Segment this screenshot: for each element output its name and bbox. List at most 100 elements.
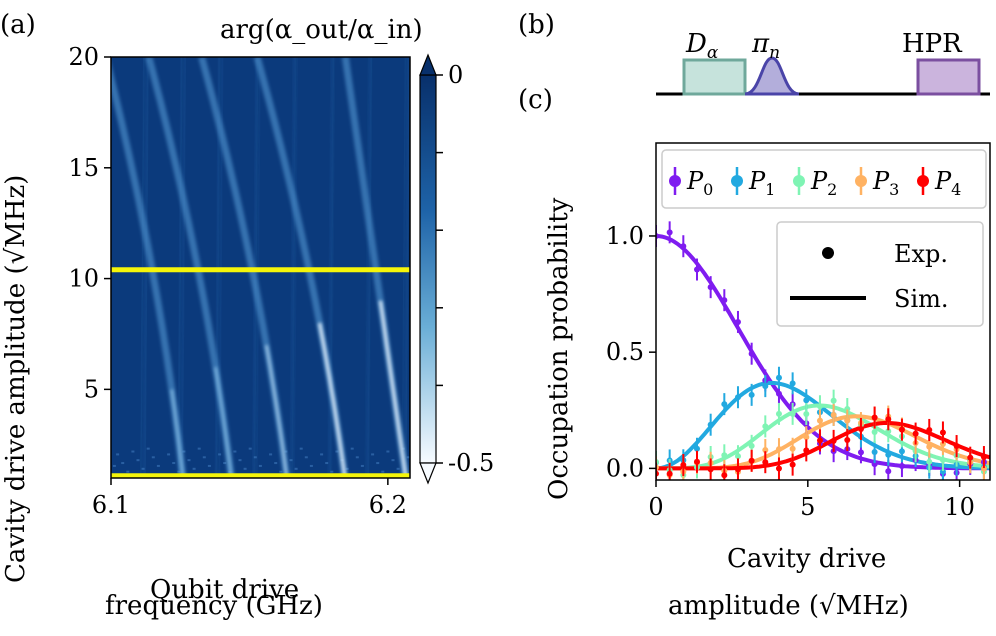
heatmap-noise-speck: [126, 470, 130, 473]
occupation-point: [721, 472, 728, 479]
heatmap-frame: [110, 56, 411, 479]
occupation-point: [926, 426, 933, 433]
series-legend-box: [661, 149, 987, 209]
occupation-point: [844, 417, 851, 424]
heatmap-noise-speck: [258, 464, 262, 467]
legend-marker: [731, 175, 743, 187]
heatmap-ylabel: Cavity drive amplitude (√MHz): [1, 175, 31, 583]
legend-subscript: 2: [827, 180, 837, 199]
series-legend-items: P0 P1 P2 P3 P4: [669, 167, 961, 199]
occupation-point: [721, 452, 728, 459]
heatmap-noise-speck: [371, 453, 375, 456]
occupation-point: [762, 447, 769, 454]
exp-marker: [822, 247, 834, 259]
occupation-point: [707, 466, 714, 473]
occupation-curve-P_3: [656, 414, 990, 471]
heatmap-noise-speck: [304, 456, 308, 459]
panel-label-c: (c): [518, 85, 553, 115]
legend-subscript: 3: [889, 180, 899, 199]
occupation-point: [748, 457, 755, 464]
hpr-pulse: [916, 58, 981, 96]
occupation-ylabel: Occupation probability: [544, 197, 574, 500]
heatmap-noise-speck: [320, 453, 324, 456]
pi-pulse: [744, 56, 800, 96]
occupation-point: [693, 445, 700, 452]
heatmap-xlabel-line2: frequency (GHz): [105, 591, 323, 621]
heatmap-noise-speck: [192, 467, 196, 470]
heatmap-noise-speck: [146, 447, 150, 450]
heatmap-peak-core: [317, 322, 347, 478]
heatmap-noise-speck: [202, 456, 206, 459]
occupation-ytick-label: 0.0: [606, 454, 644, 482]
occupation-point: [871, 414, 878, 421]
heatmap-ytick-label: 15: [68, 154, 99, 182]
occupation-point: [803, 397, 810, 404]
legend-marker: [917, 175, 929, 187]
occupation-point: [939, 457, 946, 464]
heatmap-xlabel-line1: Qubit drive: [150, 575, 299, 605]
heatmap-noise-speck: [253, 456, 257, 459]
occupation-ytick-label: 1.0: [606, 222, 644, 250]
occupation-point: [789, 461, 796, 468]
occupation-point: [789, 410, 796, 417]
occupation-point: [789, 445, 796, 452]
occupation-curve-P_0: [656, 234, 990, 471]
occupation-point: [830, 397, 837, 404]
heatmap-noise-speck: [223, 462, 227, 465]
heatmap-peak-core: [214, 366, 233, 478]
occupation-xtick-label: 10: [944, 493, 975, 521]
colorbar-tick-label: 0: [448, 61, 463, 89]
heatmap-noise-speck: [243, 467, 247, 470]
occupation-frame: [655, 142, 991, 481]
occupation-point: [926, 443, 933, 450]
heatmap-noise-speck: [207, 464, 211, 467]
occupation-point: [871, 461, 878, 468]
legend-marker: [855, 175, 867, 187]
occupation-point: [803, 447, 810, 454]
occupation-point: [775, 374, 782, 381]
occupation-point: [939, 441, 946, 448]
heatmap-noise-speck: [391, 459, 395, 462]
heatmap-noise-speck: [172, 462, 176, 465]
heatmap-axes: 5 10 15 20 6.1 6.2: [68, 43, 406, 519]
occupation-point: [666, 229, 673, 236]
heatmap-noise-speck: [233, 450, 237, 453]
occupation-point: [748, 350, 755, 357]
occupation-point: [775, 410, 782, 417]
colorbar: 0 -0.5 arg(α_out/α_in): [220, 15, 494, 485]
occupation-point: [980, 454, 987, 461]
occupation-point: [666, 470, 673, 477]
occupation-point: [898, 426, 905, 433]
heatmap-noise-speck: [309, 464, 313, 467]
colorbar-bottom-arrow: [419, 462, 437, 485]
occupation-point: [789, 380, 796, 387]
occupation-point: [707, 284, 714, 291]
colorbar-label: arg(α_out/α_in): [220, 15, 423, 45]
occupation-point: [885, 468, 892, 475]
legend-subscript: 0: [703, 180, 713, 199]
heatmap-noise-speck: [187, 459, 191, 462]
occupation-point: [939, 468, 946, 475]
exp-label: Exp.: [894, 240, 948, 268]
style-legend: Exp. Sim.: [776, 221, 984, 327]
heatmap-panel: 5 10 15 20 6.1 6.2 Qubit drive frequency (GHz…: [1, 15, 494, 621]
heatmap-xtick-label: 6.1: [92, 491, 130, 519]
heatmap-noise-speck: [182, 450, 186, 453]
panel-label-a: (a): [0, 10, 36, 40]
series-legend: P0 P1 P2 P3 P4: [661, 149, 987, 209]
heatmap-peak-core: [265, 344, 289, 478]
occupation-xlabel-line2: amplitude (√MHz): [668, 591, 909, 621]
occupation-point: [680, 461, 687, 468]
occupation-point: [885, 428, 892, 435]
sim-label: Sim.: [894, 285, 949, 313]
occupation-point: [693, 458, 700, 465]
heatmap-yellow-markers: [111, 267, 410, 479]
legend-marker: [793, 175, 805, 187]
occupation-point: [748, 391, 755, 398]
occupation-point: [762, 423, 769, 430]
occupation-point: [803, 411, 810, 418]
style-legend-box: [776, 221, 984, 327]
occupation-point: [967, 454, 974, 461]
heatmap-noise-speck: [269, 453, 273, 456]
